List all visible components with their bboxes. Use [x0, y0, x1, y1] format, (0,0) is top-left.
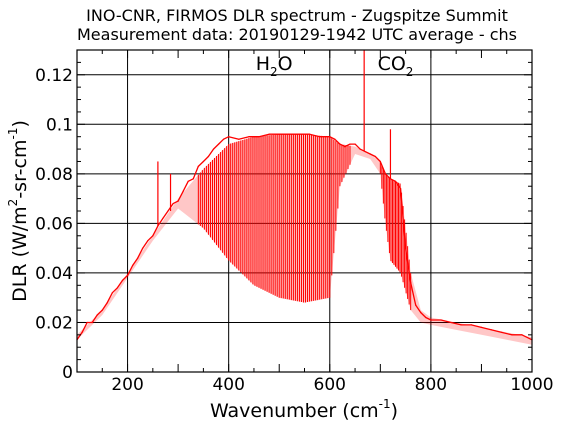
y-tick-label: 0.06 — [35, 214, 73, 234]
x-tick-label: 200 — [111, 375, 143, 395]
data-point — [405, 247, 407, 249]
data-point — [349, 143, 351, 145]
data-envelope — [77, 134, 532, 345]
data-point — [278, 133, 280, 135]
data-point — [501, 331, 503, 333]
data-point — [81, 331, 83, 333]
data-point — [223, 138, 225, 140]
data-point — [177, 200, 179, 202]
y-tick-label: 0 — [62, 363, 73, 383]
data-point — [394, 180, 397, 182]
data-point — [329, 136, 331, 138]
data-point — [147, 240, 149, 242]
y-tick-label: 0.1 — [46, 115, 73, 135]
data-point — [480, 326, 482, 328]
data-point — [142, 247, 144, 249]
x-tick-label: 1000 — [510, 375, 553, 395]
chart-subtitle: Measurement data: 20190129-1942 UTC aver… — [77, 25, 517, 44]
data-point — [354, 143, 356, 145]
data-point — [86, 321, 88, 324]
data-point — [106, 302, 108, 304]
data-point — [420, 312, 422, 314]
data-point — [182, 190, 184, 192]
data-point — [288, 133, 290, 135]
band-label: H2O — [256, 53, 293, 79]
data-point — [162, 217, 164, 219]
data-point — [127, 274, 129, 276]
data-point — [218, 143, 220, 145]
x-tick-label: 400 — [212, 375, 244, 395]
data-point — [212, 148, 215, 150]
data-point — [359, 148, 361, 150]
data-point — [369, 153, 371, 155]
y-tick-label: 0.08 — [35, 165, 73, 185]
data-point — [132, 264, 134, 267]
data-point — [137, 257, 139, 259]
data-point — [319, 136, 321, 138]
data-point — [425, 316, 427, 319]
y-tick-label: 0.04 — [35, 264, 73, 284]
chart-title: INO-CNR, FIRMOS DLR spectrum - Zugspitze… — [86, 6, 508, 25]
y-tick-label: 0.02 — [35, 313, 73, 333]
data-point — [400, 188, 402, 190]
data-point — [152, 235, 154, 237]
data-point — [364, 151, 366, 153]
data-point — [192, 178, 194, 180]
data-series — [76, 50, 533, 341]
data-point — [116, 287, 118, 289]
y-axis-label: DLR (W/m2-sr-cm-1) — [6, 120, 31, 302]
band-label: CO2 — [378, 53, 414, 79]
data-point — [167, 210, 169, 212]
data-point — [334, 138, 336, 140]
y-tick-label: 0.12 — [35, 66, 73, 86]
x-tick-labels: 200 400 600 800 1000 — [111, 375, 553, 395]
data-point — [344, 146, 346, 148]
data-point — [197, 165, 199, 167]
data-point — [172, 203, 174, 205]
data-point — [121, 279, 124, 281]
data-point — [248, 136, 250, 138]
data-point — [430, 319, 432, 321]
data-point — [187, 180, 189, 182]
data-point — [111, 292, 113, 294]
data-point — [228, 136, 230, 138]
data-point — [298, 133, 300, 135]
data-point — [379, 160, 381, 163]
axis-ticks — [76, 49, 533, 373]
data-point — [374, 155, 376, 158]
data-point — [470, 324, 472, 326]
data-point — [202, 160, 204, 163]
data-point — [309, 133, 311, 135]
x-axis-label: Wavenumber (cm-1) — [210, 397, 398, 422]
y-tick-labels: 0 0.02 0.04 0.06 0.08 0.1 0.12 — [35, 66, 73, 383]
data-point — [384, 173, 386, 175]
x-tick-label: 800 — [415, 375, 447, 395]
data-point — [415, 304, 417, 306]
data-point — [339, 143, 341, 145]
data-point — [511, 334, 513, 336]
data-point — [101, 309, 103, 311]
data-point — [440, 319, 442, 321]
band-annotations: H2O CO2 — [256, 53, 414, 79]
data-point — [450, 321, 452, 324]
data-point — [268, 133, 270, 135]
data-point — [91, 321, 93, 324]
x-tick-label: 600 — [314, 375, 346, 395]
data-point — [238, 138, 240, 140]
data-point — [521, 334, 523, 336]
spectrum-envelope — [77, 134, 532, 345]
data-point — [491, 329, 493, 331]
data-point — [258, 136, 260, 138]
data-point — [96, 314, 98, 316]
data-point — [460, 324, 462, 326]
data-point — [410, 282, 412, 284]
data-point — [207, 155, 209, 158]
